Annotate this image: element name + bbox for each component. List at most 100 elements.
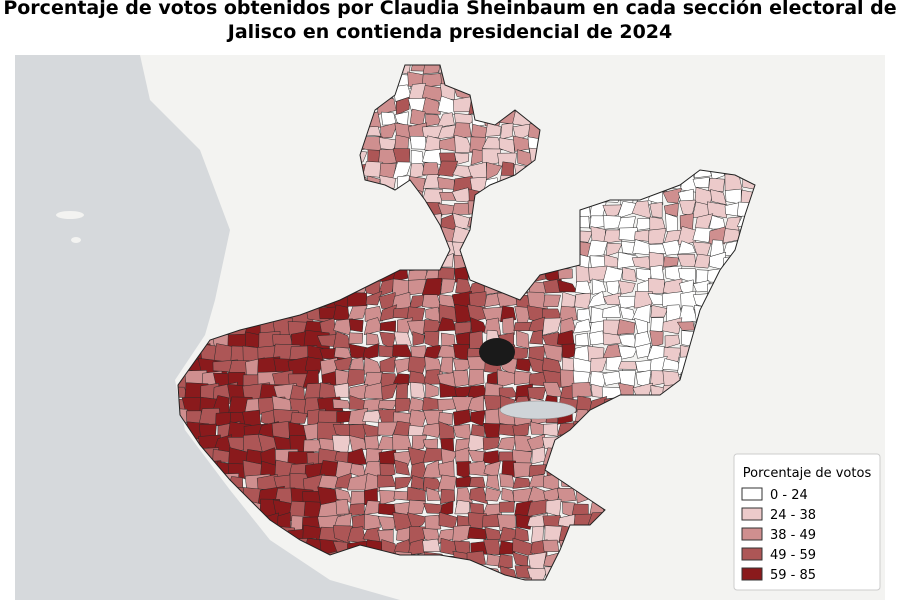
legend-label: 49 - 59 <box>770 548 816 563</box>
section <box>557 488 577 503</box>
section <box>632 304 651 324</box>
section <box>557 268 573 280</box>
section <box>606 242 623 257</box>
section <box>364 305 384 322</box>
section <box>514 526 529 542</box>
section <box>483 422 501 439</box>
section <box>351 514 367 529</box>
section <box>708 177 725 193</box>
section <box>662 317 683 335</box>
section <box>377 516 398 531</box>
section <box>379 489 396 505</box>
section <box>497 554 513 569</box>
section <box>335 498 350 515</box>
section <box>348 332 364 345</box>
section <box>454 152 470 165</box>
section <box>271 420 292 439</box>
section <box>332 304 350 321</box>
legend-swatch <box>741 547 763 561</box>
section <box>422 162 440 177</box>
section <box>633 291 654 309</box>
section <box>365 290 383 306</box>
section <box>406 486 426 501</box>
section <box>347 305 368 321</box>
section <box>409 163 426 180</box>
section <box>468 368 485 387</box>
section <box>527 386 547 400</box>
section <box>377 421 399 436</box>
section <box>617 361 637 370</box>
section <box>514 434 533 452</box>
section <box>527 551 547 570</box>
section <box>381 382 398 401</box>
section <box>571 503 589 516</box>
section <box>408 425 426 437</box>
section <box>439 356 454 375</box>
section <box>694 253 712 269</box>
section <box>422 149 442 165</box>
section <box>663 256 679 268</box>
section <box>438 421 456 440</box>
section <box>422 447 443 464</box>
section <box>409 135 427 150</box>
legend: Porcentaje de votos 0 - 24 24 - 38 38 - 49… <box>733 453 881 591</box>
section <box>542 278 563 294</box>
section <box>469 476 486 488</box>
section <box>451 203 472 215</box>
section <box>454 499 471 515</box>
section <box>452 358 473 373</box>
section <box>392 373 410 386</box>
section <box>574 280 592 295</box>
section <box>677 240 696 255</box>
section <box>499 473 515 488</box>
section <box>692 176 710 188</box>
section <box>531 446 546 465</box>
section <box>439 192 456 201</box>
section <box>422 422 443 438</box>
section <box>437 398 457 412</box>
legend-title: Porcentaje de votos <box>743 466 872 481</box>
section <box>379 355 396 373</box>
section <box>542 423 559 437</box>
section <box>502 316 515 335</box>
section <box>451 396 474 414</box>
section <box>304 356 325 374</box>
section <box>692 227 713 243</box>
section <box>364 513 381 531</box>
section <box>602 332 622 346</box>
section <box>440 278 456 295</box>
section <box>438 412 453 426</box>
section <box>650 305 669 318</box>
section <box>575 264 591 284</box>
section <box>406 512 428 531</box>
section <box>501 487 516 503</box>
section <box>409 108 426 126</box>
section <box>512 477 531 489</box>
section <box>424 135 441 152</box>
legend-label: 59 - 85 <box>770 568 816 583</box>
section <box>410 382 426 400</box>
section <box>603 229 623 244</box>
section <box>482 436 501 451</box>
section <box>571 381 593 398</box>
section <box>333 382 350 399</box>
section <box>542 539 560 552</box>
section <box>617 280 636 295</box>
section <box>408 499 426 515</box>
section <box>380 111 397 126</box>
section <box>482 513 500 528</box>
section <box>422 538 441 553</box>
section <box>618 370 636 388</box>
guadalajara <box>479 338 515 366</box>
section <box>395 383 409 401</box>
section <box>469 486 489 505</box>
section <box>485 122 502 137</box>
lake-chapala <box>499 400 577 420</box>
section <box>484 408 503 425</box>
section <box>602 204 623 220</box>
section <box>649 202 663 218</box>
section <box>332 435 351 454</box>
section <box>348 383 369 400</box>
section <box>467 449 487 464</box>
section <box>439 500 454 516</box>
